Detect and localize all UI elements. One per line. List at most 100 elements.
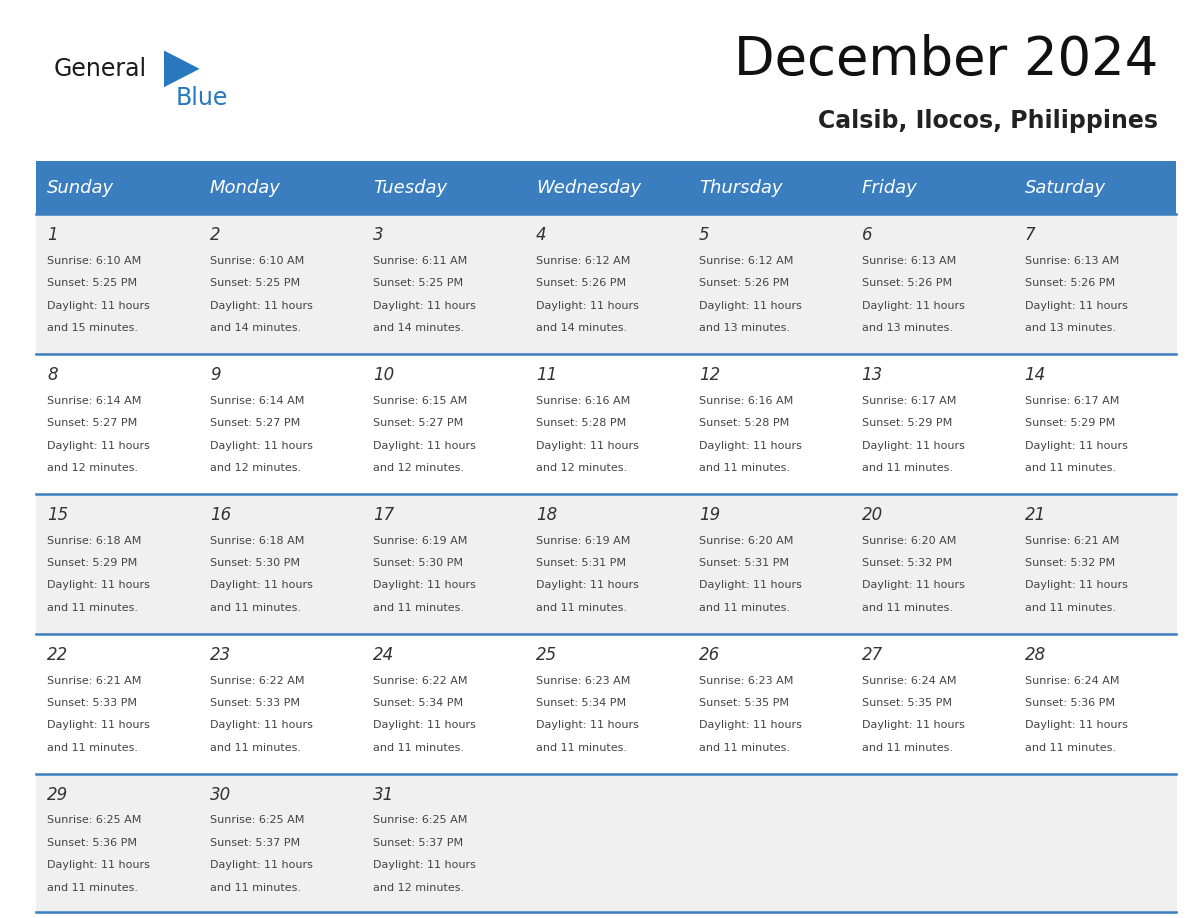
Text: Sunrise: 6:22 AM: Sunrise: 6:22 AM <box>210 676 304 686</box>
Text: Sunrise: 6:20 AM: Sunrise: 6:20 AM <box>861 536 956 545</box>
Text: Sunset: 5:27 PM: Sunset: 5:27 PM <box>210 419 301 428</box>
Text: Daylight: 11 hours: Daylight: 11 hours <box>861 300 965 310</box>
Bar <box>198 161 361 214</box>
Text: and 11 minutes.: and 11 minutes. <box>1024 603 1116 613</box>
Text: 18: 18 <box>536 507 557 524</box>
Text: Sunrise: 6:10 AM: Sunrise: 6:10 AM <box>48 256 141 266</box>
Text: and 11 minutes.: and 11 minutes. <box>861 603 953 613</box>
Text: Sunrise: 6:25 AM: Sunrise: 6:25 AM <box>210 815 304 825</box>
Text: Daylight: 11 hours: Daylight: 11 hours <box>48 860 150 870</box>
Text: 12: 12 <box>699 366 720 385</box>
Text: 26: 26 <box>699 646 720 665</box>
Text: Sunrise: 6:23 AM: Sunrise: 6:23 AM <box>699 676 794 686</box>
Text: 15: 15 <box>48 507 68 524</box>
Text: Saturday: Saturday <box>1024 179 1106 197</box>
Text: Daylight: 11 hours: Daylight: 11 hours <box>1024 441 1127 451</box>
Text: and 14 minutes.: and 14 minutes. <box>373 323 465 333</box>
Text: and 11 minutes.: and 11 minutes. <box>699 463 790 473</box>
Text: 27: 27 <box>861 646 883 665</box>
Text: Sunrise: 6:12 AM: Sunrise: 6:12 AM <box>536 256 630 266</box>
Text: and 13 minutes.: and 13 minutes. <box>1024 323 1116 333</box>
Text: Daylight: 11 hours: Daylight: 11 hours <box>1024 580 1127 590</box>
Text: Daylight: 11 hours: Daylight: 11 hours <box>536 441 639 451</box>
Text: Sunset: 5:25 PM: Sunset: 5:25 PM <box>210 278 301 288</box>
Text: Daylight: 11 hours: Daylight: 11 hours <box>1024 300 1127 310</box>
Text: Sunrise: 6:23 AM: Sunrise: 6:23 AM <box>536 676 630 686</box>
Text: Sunset: 5:30 PM: Sunset: 5:30 PM <box>210 558 301 568</box>
Bar <box>524 161 688 214</box>
Text: Sunrise: 6:21 AM: Sunrise: 6:21 AM <box>1024 536 1119 545</box>
Text: 1: 1 <box>48 227 58 244</box>
Text: and 13 minutes.: and 13 minutes. <box>699 323 790 333</box>
Text: Thursday: Thursday <box>699 179 782 197</box>
Bar <box>851 161 1013 214</box>
Text: 28: 28 <box>1024 646 1045 665</box>
Text: and 11 minutes.: and 11 minutes. <box>373 743 463 753</box>
Text: 30: 30 <box>210 786 232 804</box>
Bar <box>1013 161 1176 214</box>
Text: and 11 minutes.: and 11 minutes. <box>48 603 138 613</box>
Text: Sunrise: 6:24 AM: Sunrise: 6:24 AM <box>861 676 956 686</box>
Text: Sunrise: 6:12 AM: Sunrise: 6:12 AM <box>699 256 794 266</box>
Polygon shape <box>164 50 200 87</box>
Text: Daylight: 11 hours: Daylight: 11 hours <box>699 580 802 590</box>
Text: and 11 minutes.: and 11 minutes. <box>373 603 463 613</box>
Text: Daylight: 11 hours: Daylight: 11 hours <box>210 580 312 590</box>
Text: Sunset: 5:25 PM: Sunset: 5:25 PM <box>373 278 463 288</box>
Text: and 11 minutes.: and 11 minutes. <box>861 463 953 473</box>
Text: Daylight: 11 hours: Daylight: 11 hours <box>699 300 802 310</box>
Text: Daylight: 11 hours: Daylight: 11 hours <box>210 300 312 310</box>
Text: 8: 8 <box>48 366 58 385</box>
Text: Sunset: 5:35 PM: Sunset: 5:35 PM <box>861 698 952 708</box>
Text: Daylight: 11 hours: Daylight: 11 hours <box>861 441 965 451</box>
Text: Sunrise: 6:13 AM: Sunrise: 6:13 AM <box>861 256 956 266</box>
Text: Sunrise: 6:15 AM: Sunrise: 6:15 AM <box>373 396 467 406</box>
Text: and 12 minutes.: and 12 minutes. <box>210 463 301 473</box>
Text: 11: 11 <box>536 366 557 385</box>
Bar <box>36 161 198 214</box>
Text: and 11 minutes.: and 11 minutes. <box>699 743 790 753</box>
Text: 29: 29 <box>48 786 68 804</box>
Text: Daylight: 11 hours: Daylight: 11 hours <box>210 441 312 451</box>
Text: 24: 24 <box>373 646 394 665</box>
Text: Blue: Blue <box>176 86 228 110</box>
Text: 3: 3 <box>373 227 384 244</box>
Text: Sunset: 5:26 PM: Sunset: 5:26 PM <box>536 278 626 288</box>
Text: Sunrise: 6:18 AM: Sunrise: 6:18 AM <box>210 536 304 545</box>
Text: December 2024: December 2024 <box>734 34 1158 85</box>
Text: Daylight: 11 hours: Daylight: 11 hours <box>699 721 802 731</box>
Text: Daylight: 11 hours: Daylight: 11 hours <box>373 580 475 590</box>
Text: Sunrise: 6:18 AM: Sunrise: 6:18 AM <box>48 536 141 545</box>
Text: 9: 9 <box>210 366 221 385</box>
Text: 13: 13 <box>861 366 883 385</box>
Text: Daylight: 11 hours: Daylight: 11 hours <box>48 300 150 310</box>
Text: Monday: Monday <box>210 179 280 197</box>
Text: Sunset: 5:29 PM: Sunset: 5:29 PM <box>861 419 952 428</box>
Text: Sunday: Sunday <box>48 179 114 197</box>
Text: Sunrise: 6:14 AM: Sunrise: 6:14 AM <box>210 396 304 406</box>
Text: Sunset: 5:33 PM: Sunset: 5:33 PM <box>48 698 137 708</box>
Text: and 11 minutes.: and 11 minutes. <box>48 882 138 892</box>
Text: 10: 10 <box>373 366 394 385</box>
Text: Daylight: 11 hours: Daylight: 11 hours <box>1024 721 1127 731</box>
Text: and 12 minutes.: and 12 minutes. <box>373 882 465 892</box>
Text: Daylight: 11 hours: Daylight: 11 hours <box>373 300 475 310</box>
Text: Daylight: 11 hours: Daylight: 11 hours <box>373 721 475 731</box>
Text: Daylight: 11 hours: Daylight: 11 hours <box>210 860 312 870</box>
Text: 6: 6 <box>861 227 872 244</box>
Text: Wednesday: Wednesday <box>536 179 642 197</box>
Text: Sunset: 5:26 PM: Sunset: 5:26 PM <box>861 278 952 288</box>
Text: Sunset: 5:37 PM: Sunset: 5:37 PM <box>210 838 301 848</box>
Text: Daylight: 11 hours: Daylight: 11 hours <box>48 721 150 731</box>
Text: Sunset: 5:26 PM: Sunset: 5:26 PM <box>1024 278 1114 288</box>
Text: Sunrise: 6:17 AM: Sunrise: 6:17 AM <box>1024 396 1119 406</box>
Text: Sunrise: 6:22 AM: Sunrise: 6:22 AM <box>373 676 467 686</box>
Text: Sunrise: 6:14 AM: Sunrise: 6:14 AM <box>48 396 141 406</box>
Text: Calsib, Ilocos, Philippines: Calsib, Ilocos, Philippines <box>819 109 1158 133</box>
Text: and 15 minutes.: and 15 minutes. <box>48 323 138 333</box>
Text: Sunset: 5:35 PM: Sunset: 5:35 PM <box>699 698 789 708</box>
Text: 4: 4 <box>536 227 546 244</box>
Text: and 13 minutes.: and 13 minutes. <box>861 323 953 333</box>
Text: Sunrise: 6:25 AM: Sunrise: 6:25 AM <box>48 815 141 825</box>
Text: Daylight: 11 hours: Daylight: 11 hours <box>48 580 150 590</box>
